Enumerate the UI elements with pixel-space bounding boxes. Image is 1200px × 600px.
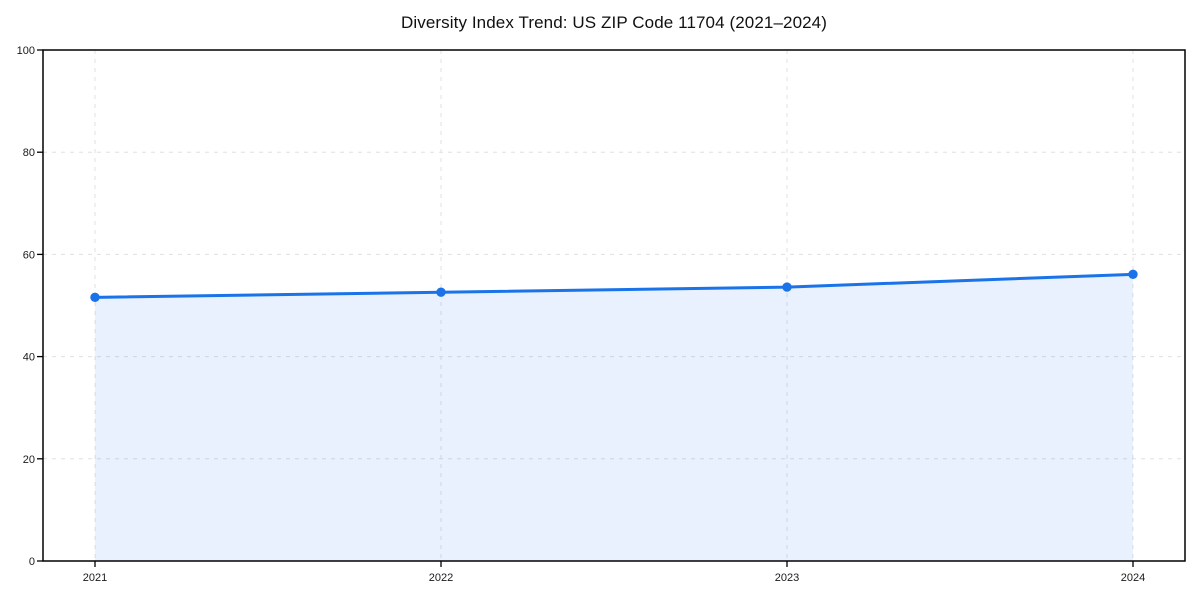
y-tick-label: 40 <box>23 352 35 364</box>
data-point-2021 <box>90 292 100 303</box>
y-tick-label: 60 <box>23 249 35 261</box>
x-tick-label: 2022 <box>429 572 453 584</box>
x-tick-label: 2024 <box>1121 572 1145 584</box>
area-fill <box>95 274 1133 561</box>
plot-border <box>42 49 1186 562</box>
y-tick-label: 100 <box>17 45 35 57</box>
x-tick-label: 2021 <box>83 572 107 584</box>
y-tick-label: 20 <box>23 454 35 466</box>
data-point-2024 <box>1128 269 1138 280</box>
y-tick-label: 0 <box>29 556 35 568</box>
data-point-2023 <box>782 282 792 292</box>
data-point-2022 <box>436 287 446 297</box>
y-tick-label: 80 <box>23 147 35 159</box>
chart-title: Diversity Index Trend: US ZIP Code 11704… <box>400 13 828 32</box>
trend-line <box>93 272 1135 299</box>
x-tick-label: 2023 <box>775 572 799 584</box>
